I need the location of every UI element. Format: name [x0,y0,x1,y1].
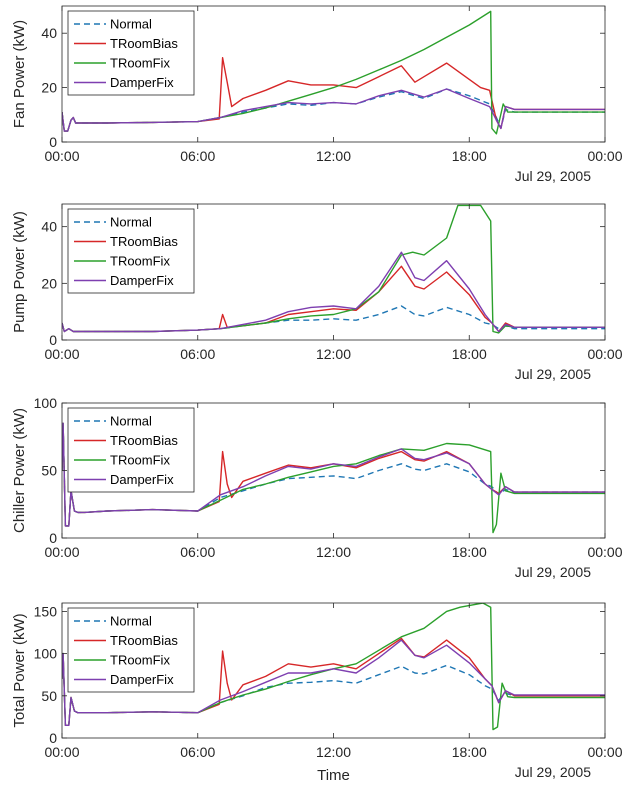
legend-box [67,10,195,96]
x-tick-label: 18:00 [452,744,487,760]
x-tick-label: 00:00 [587,148,622,164]
x-tick-label: 18:00 [452,346,487,362]
y-axis-label: Chiller Power (kW) [11,408,28,533]
y-tick-label: 0 [49,530,57,546]
y-tick-label: 0 [49,332,57,348]
chart-panel-2: 0 20 40 00:00 06:00 12:00 18:00 00:00 Jul 29, 20… [11,203,623,382]
y-axis-label: Pump Power (kW) [11,211,28,333]
y-tick-label: 20 [41,275,57,291]
x-tick-label: 00:00 [587,544,622,560]
legend-label-troombias: TRoomBias [110,36,178,51]
y-tick-label: 20 [41,80,57,96]
legend-label-normal: Normal [110,215,152,230]
series-line-damperfix [62,88,605,132]
chart-panel-3: 0 50 100 00:00 06:00 12:00 18:00 00:00 Jul 29, 2… [11,395,623,580]
series-line-damperfix [62,639,605,726]
legend-label-normal: Normal [110,17,152,32]
x-tick-label: 18:00 [452,148,487,164]
x-tick-label: 00:00 [587,744,622,760]
legend: Normal TRoomBias TRoomFix DamperFix [67,407,195,493]
legend: Normal TRoomBias TRoomFix DamperFix [67,10,195,96]
legend: Normal TRoomBias TRoomFix DamperFix [67,208,195,294]
y-axis-label: Total Power (kW) [11,613,28,727]
x-tick-label: 00:00 [44,148,79,164]
y-tick-label: 40 [41,25,57,41]
legend-label-normal: Normal [110,414,152,429]
date-label: Jul 29, 2005 [515,764,591,780]
x-tick-label: 06:00 [180,148,215,164]
x-tick-label: 06:00 [180,744,215,760]
y-axis-label: Fan Power (kW) [11,20,28,128]
legend-label-troombias: TRoomBias [110,433,178,448]
y-tick-label: 100 [34,395,58,411]
legend-label-damperfix: DamperFix [110,472,174,487]
x-tick-label: 18:00 [452,544,487,560]
y-tick-label: 40 [41,219,57,235]
series-line-damperfix [62,422,605,527]
legend-label-troombias: TRoomBias [110,633,178,648]
x-tick-label: 12:00 [316,544,351,560]
series-group [62,204,605,334]
legend-box [67,407,195,493]
x-tick-label: 00:00 [44,346,79,362]
chart-panel-4: 0 50 100 150 00:00 06:00 12:00 18:00 00:00 Jul 29… [11,602,623,784]
legend-label-troombias: TRoomBias [110,234,178,249]
y-tick-label: 100 [34,646,58,662]
x-tick-label: 06:00 [180,544,215,560]
legend-label-normal: Normal [110,614,152,629]
legend-label-troomfix: TRoomFix [110,56,170,71]
legend: Normal TRoomBias TRoomFix DamperFix [67,607,195,693]
series-group [62,10,605,135]
legend-box [67,607,195,693]
legend-label-troomfix: TRoomFix [110,254,170,269]
x-tick-label: 12:00 [316,346,351,362]
legend-label-damperfix: DamperFix [110,75,174,90]
series-line-normal [62,652,605,726]
x-tick-label: 06:00 [180,346,215,362]
chart-panel-1: 0 20 40 00:00 06:00 12:00 18:00 00:00 Jul 29, 20… [11,5,623,184]
x-tick-label: 00:00 [587,346,622,362]
legend-label-troomfix: TRoomFix [110,453,170,468]
x-tick-label: 00:00 [44,544,79,560]
y-tick-label: 0 [49,134,57,150]
y-tick-label: 150 [34,603,58,619]
x-axis-label: Time [317,767,350,784]
date-label: Jul 29, 2005 [515,564,591,580]
legend-label-damperfix: DamperFix [110,672,174,687]
legend-box [67,208,195,294]
legend-label-troomfix: TRoomFix [110,653,170,668]
series-line-damperfix [62,251,605,333]
y-tick-label: 0 [49,730,57,746]
y-tick-label: 50 [41,688,57,704]
series-group [62,422,605,534]
x-tick-label: 12:00 [316,148,351,164]
series-group [62,603,605,731]
x-tick-label: 12:00 [316,744,351,760]
y-tick-label: 50 [41,463,57,479]
legend-label-damperfix: DamperFix [110,273,174,288]
x-tick-label: 00:00 [44,744,79,760]
date-label: Jul 29, 2005 [515,366,591,382]
date-label: Jul 29, 2005 [515,168,591,184]
